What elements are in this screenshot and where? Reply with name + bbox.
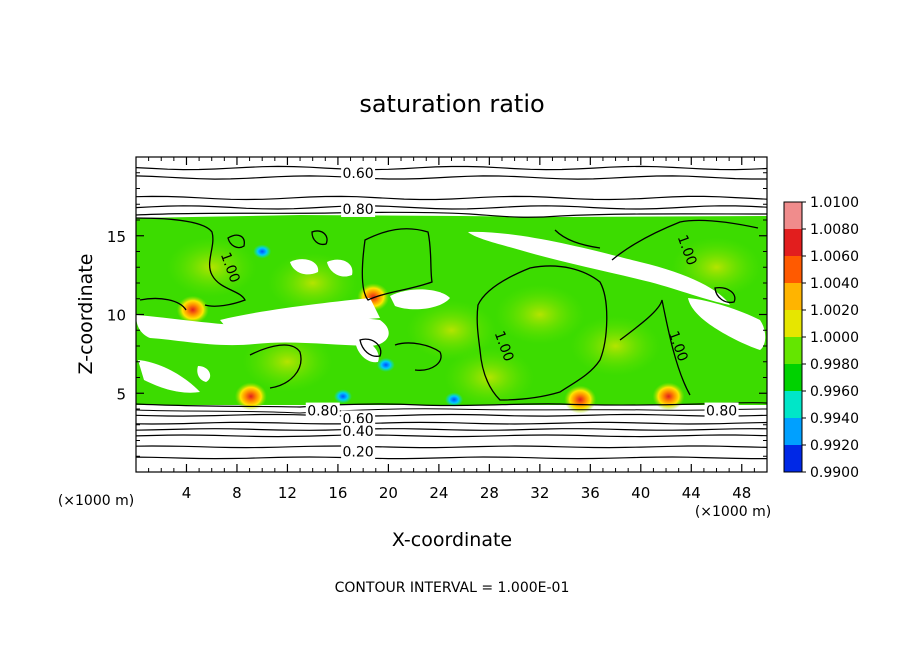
shading-blob xyxy=(444,347,535,408)
colorbar-label: 0.9900 xyxy=(810,465,859,481)
colorbar: 1.0100 1.0080 1.0060 1.0040 1.0020 1.0000 0.99… xyxy=(783,195,859,481)
colorbar-segment xyxy=(784,391,802,419)
shading-blob xyxy=(166,237,257,298)
chart-title: saturation ratio xyxy=(359,90,544,118)
colorbar-label: 0.9960 xyxy=(810,384,859,400)
x-tick-label: 16 xyxy=(328,484,347,502)
warm-spot xyxy=(564,385,597,414)
unity-contours xyxy=(136,217,759,401)
isoline xyxy=(136,434,767,438)
warm-spot xyxy=(652,382,685,411)
svg-text:0.80: 0.80 xyxy=(706,404,737,420)
y-tick-label: 10 xyxy=(107,307,126,325)
colorbar-segment xyxy=(784,337,802,365)
warm-spot xyxy=(234,382,267,411)
x-axis-label: X-coordinate xyxy=(392,529,512,551)
colorbar-label: 1.0000 xyxy=(810,330,859,346)
svg-text:0.80: 0.80 xyxy=(343,202,374,218)
x-tick-label: 4 xyxy=(182,484,192,502)
contour-labels: 0.600.800.80 0.600.400.200.801.001.00 1.00… xyxy=(217,164,739,461)
x-tick-label: 12 xyxy=(278,484,297,502)
x-unit-label-left: (×1000 m) xyxy=(58,493,134,509)
colorbar-label: 0.9920 xyxy=(810,438,859,454)
isoline xyxy=(136,456,767,460)
isoline xyxy=(136,205,767,210)
isoline xyxy=(136,165,767,171)
cloud-base-contour-2 xyxy=(136,408,767,414)
shading-blob xyxy=(570,316,661,376)
svg-text:0.60: 0.60 xyxy=(343,166,374,182)
cold-spot xyxy=(445,392,464,407)
shading-blob xyxy=(494,284,585,345)
colorbar-segment xyxy=(784,256,802,284)
colorbar-segment xyxy=(784,229,802,257)
contour-label: 0.40 xyxy=(341,423,376,440)
svg-text:0.40: 0.40 xyxy=(343,424,374,440)
cold-spot xyxy=(253,244,272,259)
colorbar-label: 0.9940 xyxy=(810,411,859,427)
isoline xyxy=(136,413,767,417)
cloud-top-contour xyxy=(136,211,767,218)
x-tick-label: 32 xyxy=(530,484,549,502)
x-tick-label: 24 xyxy=(429,484,448,502)
isoline xyxy=(136,195,767,201)
contour-label: 0.80 xyxy=(305,402,340,420)
cloud-base-contour xyxy=(136,401,767,408)
x-tick-label: 44 xyxy=(682,484,701,502)
saturation-shading xyxy=(166,237,762,408)
contour-interval-note: CONTOUR INTERVAL = 1.000E-01 xyxy=(335,580,570,596)
contour-isolines xyxy=(136,165,767,460)
colorbar-label: 1.0040 xyxy=(810,276,859,292)
colorbar-segment xyxy=(784,418,802,446)
x-tick-label: 20 xyxy=(379,484,398,502)
contour-label: 0.80 xyxy=(704,402,739,420)
colorbar-segment xyxy=(784,310,802,338)
subsaturated-patches xyxy=(136,231,766,393)
colorbar-label: 1.0020 xyxy=(810,303,859,319)
colorbar-label: 1.0100 xyxy=(810,195,859,211)
x-tick-label: 28 xyxy=(480,484,499,502)
cold-spot xyxy=(376,357,395,372)
plot-area: 0.600.800.80 0.600.400.200.801.001.00 1.00… xyxy=(136,157,767,472)
y-axis: 5 10 15 xyxy=(107,156,767,473)
svg-text:0.80: 0.80 xyxy=(307,404,338,420)
contour-label: 0.60 xyxy=(341,164,376,182)
x-tick-label: 8 xyxy=(232,484,242,502)
x-tick-label: 48 xyxy=(732,484,751,502)
colorbar-segment xyxy=(784,445,802,473)
anomaly-spots xyxy=(176,244,685,414)
isoline xyxy=(136,421,767,425)
warm-spot xyxy=(176,295,209,324)
x-unit-label-right: (×1000 m) xyxy=(695,504,771,520)
contour-label: 0.20 xyxy=(341,443,376,461)
isoline xyxy=(136,175,767,180)
y-tick-label: 15 xyxy=(107,228,126,246)
isoline xyxy=(136,445,767,449)
svg-text:0.20: 0.20 xyxy=(343,445,374,461)
colorbar-segment xyxy=(784,202,802,230)
colorbar-label: 1.0080 xyxy=(810,222,859,238)
colorbar-label: 1.0060 xyxy=(810,249,859,265)
colorbar-segment xyxy=(784,364,802,392)
colorbar-segment xyxy=(784,283,802,311)
y-tick-label: 5 xyxy=(116,385,126,403)
contour-label: 0.80 xyxy=(341,200,376,218)
x-tick-label: 36 xyxy=(581,484,600,502)
isoline xyxy=(136,428,767,431)
shading-blob xyxy=(242,331,333,392)
colorbar-label: 0.9980 xyxy=(810,357,859,373)
cold-spot xyxy=(333,389,352,404)
x-tick-label: 40 xyxy=(631,484,650,502)
x-axis: 4 8 12 16 20 24 28 32 36 40 44 48 xyxy=(135,157,768,502)
shading-blob xyxy=(406,300,497,361)
y-axis-label: Z-coordinate xyxy=(75,254,97,375)
